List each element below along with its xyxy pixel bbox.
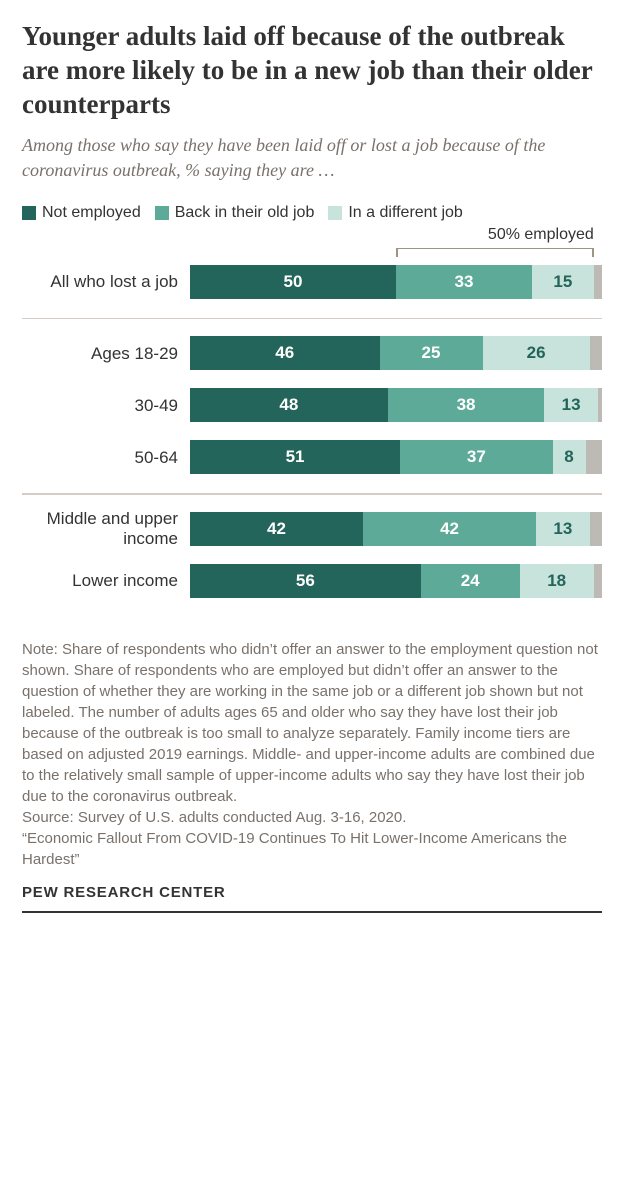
row-label: Middle and upper income	[22, 509, 190, 548]
table-row: 30-49483813	[22, 383, 602, 427]
report-title: “Economic Fallout From COVID-19 Continue…	[22, 828, 602, 870]
bar-segment: 46	[190, 336, 380, 370]
bar-rows: All who lost a job503315 Ages 18-29462526…	[22, 260, 602, 611]
bar-segment	[594, 265, 602, 299]
legend-swatch	[155, 206, 169, 220]
legend-swatch	[22, 206, 36, 220]
bar-segment	[586, 440, 602, 474]
group-divider	[22, 493, 602, 495]
bar-segment: 51	[190, 440, 400, 474]
legend-label: Back in their old job	[175, 204, 315, 222]
bar-segment: 42	[190, 512, 363, 546]
bar-track: 562418	[190, 564, 602, 598]
row-label: Ages 18-29	[22, 344, 190, 364]
bar-segment: 25	[380, 336, 483, 370]
bar-segment: 18	[520, 564, 594, 598]
row-label: 30-49	[22, 396, 190, 416]
legend-item: In a different job	[328, 204, 462, 222]
annotation-label: 50% employed	[488, 226, 594, 244]
legend-item: Not employed	[22, 204, 141, 222]
subtitle: Among those who say they have been laid …	[22, 133, 602, 182]
table-row: Middle and upper income424213	[22, 507, 602, 551]
footnotes: Note: Share of respondents who didn’t of…	[22, 639, 602, 870]
source-text: Source: Survey of U.S. adults conducted …	[22, 807, 602, 828]
legend-swatch	[328, 206, 342, 220]
group-divider	[22, 318, 602, 320]
bar-segment	[598, 388, 602, 422]
bar-segment	[590, 512, 602, 546]
bar-segment: 42	[363, 512, 536, 546]
bar-track: 424213	[190, 512, 602, 546]
bar-segment: 13	[544, 388, 598, 422]
bar-segment	[594, 564, 602, 598]
bar-segment: 8	[553, 440, 586, 474]
annotation-bracket: 50% employed	[190, 226, 602, 260]
bar-segment: 48	[190, 388, 388, 422]
bar-segment: 33	[396, 265, 532, 299]
legend-item: Back in their old job	[155, 204, 315, 222]
bar-segment	[590, 336, 602, 370]
note-text: Note: Share of respondents who didn’t of…	[22, 639, 602, 807]
bar-segment: 37	[400, 440, 552, 474]
page-title: Younger adults laid off because of the o…	[22, 20, 602, 121]
bottom-rule	[22, 911, 602, 913]
legend-label: In a different job	[348, 204, 462, 222]
table-row: 50-6451378	[22, 435, 602, 479]
legend-label: Not employed	[42, 204, 141, 222]
bar-track: 462526	[190, 336, 602, 370]
table-row: All who lost a job503315	[22, 260, 602, 304]
row-label: Lower income	[22, 571, 190, 591]
bar-segment: 24	[421, 564, 520, 598]
row-label: 50-64	[22, 448, 190, 468]
table-row: Lower income562418	[22, 559, 602, 603]
bar-segment: 13	[536, 512, 590, 546]
bar-segment: 15	[532, 265, 594, 299]
brand-label: PEW RESEARCH CENTER	[22, 884, 602, 901]
bar-track: 51378	[190, 440, 602, 474]
bar-segment: 26	[483, 336, 590, 370]
bar-segment: 50	[190, 265, 396, 299]
table-row: Ages 18-29462526	[22, 331, 602, 375]
bar-segment: 38	[388, 388, 545, 422]
bar-track: 483813	[190, 388, 602, 422]
row-label: All who lost a job	[22, 272, 190, 292]
bar-segment: 56	[190, 564, 421, 598]
bar-track: 503315	[190, 265, 602, 299]
chart-container: Younger adults laid off because of the o…	[0, 0, 624, 931]
legend: Not employed Back in their old job In a di…	[22, 204, 602, 222]
